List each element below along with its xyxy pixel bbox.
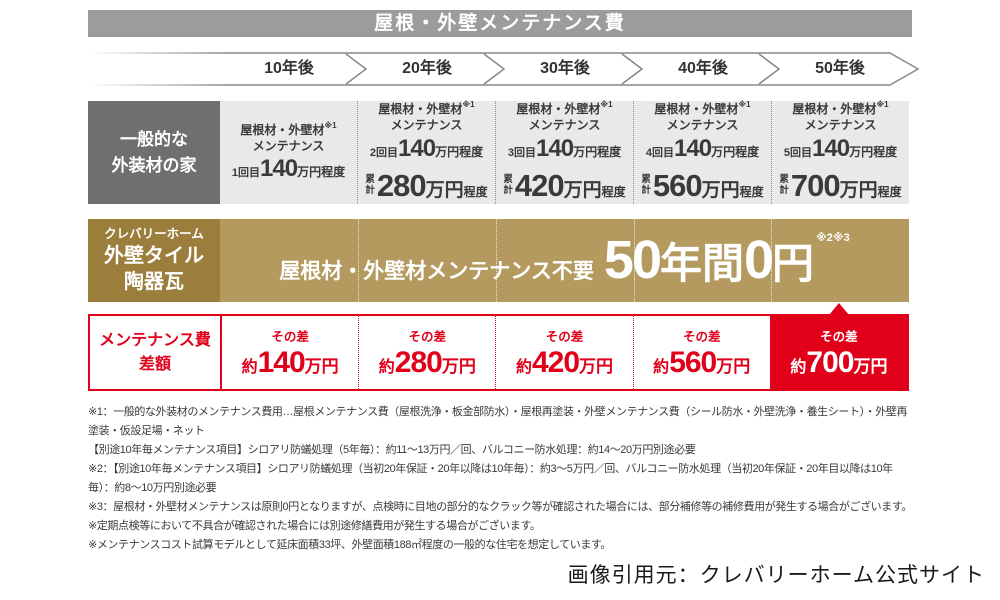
diff-tag: その差 [545, 329, 584, 344]
cell-maintenance-label: メンテナンス [528, 118, 601, 132]
cell-material-label: 屋根材・外壁材※1 [378, 100, 475, 117]
footnote-1b: 【別途10年毎メンテナンス項目】シロアリ防蟻処理（5年毎）：約11～13万円／回… [88, 444, 696, 456]
diff-cell-4: その差 約560万円 [632, 316, 770, 389]
diff-amount-line: 約700万円 [790, 345, 888, 379]
cell-material-label: 屋根材・外壁材※1 [792, 100, 889, 117]
diff-amount-line: 約560万円 [653, 345, 751, 379]
page-title: 屋根・外壁メンテナンス費 [88, 10, 912, 37]
footnote-5: ※メンテナンスコスト試算モデルとして延床面積33坪、外壁面積188㎡程度の一般的… [88, 539, 612, 551]
column-divider [496, 219, 497, 302]
cumulative-label: 累計 [641, 174, 651, 196]
diff-cell-2: その差 約280万円 [358, 316, 495, 389]
cost-difference-row: メンテナンス費 差額 その差 約140万円 その差 約280万円 その差 約42… [88, 303, 909, 391]
timeline-year-10: 10年後 [264, 60, 314, 77]
timeline-arrow-graphic [88, 52, 920, 86]
tile-home-row: クレバリーホーム 外壁タイル 陶器瓦 屋根材・外壁材メンテナンス不要 50 年間 0 円… [88, 219, 909, 302]
maintenance-cell-5: 屋根材・外壁材※1 メンテナンス 5回目140万円程度 累計 700 万円 程度 [771, 100, 909, 204]
diff-row-label: メンテナンス費 差額 [90, 316, 222, 389]
diff-tag: その差 [408, 329, 447, 344]
footnote-2: ※2：【別途10年毎メンテナンス項目】シロアリ防蟻処理（当初20年保証・20年以… [88, 463, 893, 494]
diff-row-cells: その差 約140万円 その差 約280万円 その差 約420万円 その差 約56… [222, 303, 908, 389]
diff-tag: その差 [271, 329, 309, 344]
column-divider [634, 219, 635, 302]
cumulative-label: 累計 [365, 174, 375, 196]
tile-roof-label: 陶器瓦 [124, 270, 184, 293]
cell-cumulative-line: 累計 700 万円 程度 [779, 167, 902, 203]
footnote-3: ※3：屋根材・外壁材メンテナンスは原則0円となりますが、点検時に目地の部分的なク… [88, 501, 912, 513]
diff-amount-line: 約420万円 [515, 345, 614, 379]
diff-row-label-line1: メンテナンス費 [99, 332, 211, 350]
maintenance-cell-3: 屋根材・外壁材※1 メンテナンス 3回目140万円程度 累計 420 万円 程度 [495, 100, 633, 204]
timeline-year-20: 20年後 [402, 60, 452, 77]
general-row-cells: 屋根材・外壁材※1 メンテナンス 1回目140万円程度 屋根材・外壁材※1 メン… [220, 100, 909, 204]
general-row-label-line2: 外装材の家 [111, 155, 197, 175]
note-ref-1: ※1 [324, 120, 337, 130]
maintenance-cell-1: 屋根材・外壁材※1 メンテナンス 1回目140万円程度 [220, 101, 357, 204]
no-maintenance-statement: 屋根材・外壁材メンテナンス不要 [279, 260, 594, 283]
cell-cost-line: 5回目140万円程度 [783, 134, 898, 162]
cell-maintenance-label: メンテナンス [666, 118, 739, 132]
note-ref-1: ※1 [876, 100, 889, 110]
tile-row-main: 屋根材・外壁材メンテナンス不要 50 年間 0 円 ※2※3 [220, 219, 909, 302]
cell-cumulative-line: 累計 560 万円 程度 [641, 167, 764, 203]
cumulative-label: 累計 [503, 174, 513, 196]
diff-amount-line: 約280万円 [378, 345, 476, 379]
cell-cost-line: 1回目140万円程度 [231, 155, 346, 183]
diff-tag: その差 [820, 329, 858, 344]
timeline-year-40: 40年後 [678, 60, 728, 77]
big-yen: 円 [772, 240, 815, 287]
tile-row-message: 屋根材・外壁材メンテナンス不要 50 年間 0 円 ※2※3 [279, 219, 849, 302]
cumulative-label: 累計 [779, 174, 789, 196]
diff-cell-1: その差 約140万円 [222, 316, 358, 389]
timeline: 10年後 20年後 30年後 40年後 50年後 [88, 52, 924, 86]
cell-maintenance-label: メンテナンス [390, 118, 463, 132]
column-divider [358, 219, 359, 302]
image-source-caption: 画像引用元：クレバリーホーム公式サイト [567, 564, 985, 587]
cell-cost-line: 4回目140万円程度 [645, 134, 760, 162]
tile-wall-label: 外壁タイル [104, 244, 204, 267]
footnote-4: ※定期点検等において不具合が確認された場合には別途修繕費用が発生する場合がござい… [88, 520, 541, 532]
column-divider [771, 219, 772, 302]
cell-cumulative-line: 累計 280 万円 程度 [365, 167, 488, 203]
cell-maintenance-label: メンテナンス [252, 138, 325, 153]
cell-material-label: 屋根材・外壁材※1 [654, 100, 751, 117]
cell-cumulative-line: 累計 420 万円 程度 [503, 167, 626, 203]
diff-amount-line: 約140万円 [241, 345, 339, 379]
tile-brand-label: クレバリーホーム [104, 227, 204, 242]
general-materials-row: 一般的な 外装材の家 屋根材・外壁材※1 メンテナンス 1回目140万円程度 屋… [88, 100, 909, 204]
diff-cell-3: その差 約420万円 [495, 316, 632, 389]
diff-tag: その差 [682, 329, 721, 344]
general-row-label-line1: 一般的な [120, 130, 188, 149]
cell-cost-line: 2回目140万円程度 [369, 134, 484, 162]
maintenance-cell-4: 屋根材・外壁材※1 メンテナンス 4回目140万円程度 累計 560 万円 程度 [633, 100, 771, 204]
timeline-year-30: 30年後 [540, 60, 590, 77]
diff-cell-5-highlight: その差 約700万円 [769, 303, 908, 389]
cell-maintenance-label: メンテナンス [804, 118, 877, 132]
note-ref-1: ※1 [462, 100, 475, 110]
big-0: 0 [744, 230, 774, 290]
note-ref-1: ※1 [738, 100, 751, 110]
footnote-1: ※1：一般的な外装材のメンテナンス費用…屋根メンテナンス費（屋根洗浄・板金部防水… [88, 406, 908, 437]
cell-cost-line: 3回目140万円程度 [507, 134, 622, 162]
note-ref-1: ※1 [600, 100, 613, 110]
cell-material-label: 屋根材・外壁材※1 [240, 120, 337, 137]
big-50: 50 [603, 230, 662, 290]
big-nenkan: 年間 [659, 240, 744, 287]
timeline-year-50: 50年後 [815, 60, 865, 77]
general-row-label: 一般的な 外装材の家 [88, 101, 220, 204]
note-ref-2-3: ※2※3 [816, 232, 850, 244]
tile-row-label: クレバリーホーム 外壁タイル 陶器瓦 [88, 219, 220, 302]
maintenance-cell-2: 屋根材・外壁材※1 メンテナンス 2回目140万円程度 累計 280 万円 程度 [357, 100, 495, 204]
footnotes: ※1：一般的な外装材のメンテナンス費用…屋根メンテナンス費（屋根洗浄・板金部防水… [88, 403, 916, 555]
diff-row-label-line2: 差額 [138, 355, 171, 373]
cell-material-label: 屋根材・外壁材※1 [516, 100, 613, 117]
